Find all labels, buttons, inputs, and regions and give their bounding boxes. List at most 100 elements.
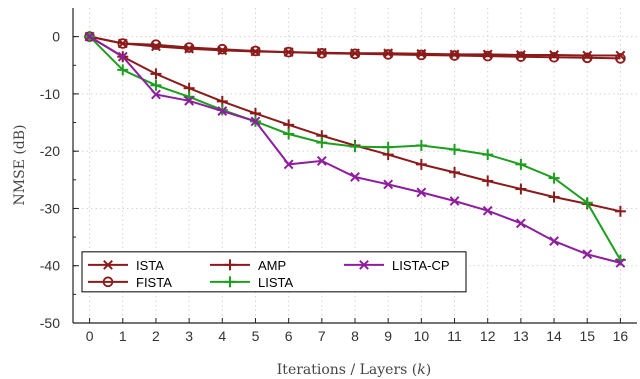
data-point-amp (415, 158, 427, 170)
x-tick-label: 0 (86, 328, 94, 344)
data-point-fista (581, 52, 593, 64)
marker-stroke (515, 218, 526, 229)
series-lista-cp (84, 31, 626, 268)
data-point-lista-cp (416, 187, 427, 198)
marker-stroke (151, 89, 161, 100)
y-tick-label: 0 (52, 29, 60, 45)
x-tick-label: 12 (480, 328, 496, 344)
legend-marker (224, 276, 236, 288)
series-lines (84, 31, 626, 268)
data-point-lista (449, 143, 461, 155)
legend-label: FISTA (136, 275, 172, 290)
data-point-lista-cp (482, 205, 493, 216)
data-point-fista (316, 47, 328, 59)
data-point-lista-cp (449, 196, 460, 206)
data-point-ista (515, 50, 526, 60)
legend-item-lista: LISTA (210, 275, 293, 290)
data-point-lista-cp (350, 172, 360, 182)
x-tick-label: 1 (119, 328, 127, 344)
legend-marker (359, 259, 369, 270)
legend-label: ISTA (136, 258, 164, 273)
marker-stroke (383, 179, 394, 190)
data-point-lista-cp (515, 218, 526, 229)
marker-stroke (359, 259, 369, 270)
data-point-lista-cp (383, 179, 394, 190)
tick-labels: 0 1 2 3 4 5 6 7 8 9 10 11 12 13 14 15 160-10-20-30-40-50 (40, 29, 629, 344)
data-point-amp (515, 183, 527, 195)
legend-box (81, 251, 467, 293)
x-tick-label: 14 (546, 328, 562, 344)
data-point-lista-cp (316, 156, 327, 166)
data-point-lista-cp (582, 249, 593, 260)
data-point-ista (151, 41, 161, 52)
series-line-fista (89, 35, 621, 60)
x-tick-label: 11 (447, 328, 462, 344)
data-point-fista (150, 39, 162, 50)
y-tick-label: -30 (40, 200, 60, 216)
data-point-lista (515, 158, 527, 170)
x-tick-label: 2 (152, 328, 160, 344)
data-point-fista (117, 38, 129, 49)
marker-stroke (184, 95, 195, 106)
data-point-lista-cp (250, 116, 261, 127)
data-point-fista (449, 50, 460, 61)
legend-item-amp: AMP (210, 258, 286, 273)
data-point-fista (283, 46, 294, 58)
marker-stroke (103, 259, 113, 270)
marker-stroke (84, 31, 95, 42)
x-tick-label: 8 (351, 328, 359, 344)
x-tick-label: 9 (384, 328, 392, 344)
x-tick-label: 16 (613, 328, 629, 344)
data-point-lista-cp (217, 106, 228, 116)
marker-stroke (416, 187, 427, 198)
axes (72, 8, 637, 324)
data-point-fista (183, 42, 195, 53)
y-tick-label: -50 (40, 315, 60, 331)
legend-label: AMP (258, 258, 286, 273)
legend-marker (224, 259, 236, 271)
marker-stroke (350, 172, 360, 182)
series-lista (84, 31, 626, 266)
legend-item-lista-cp: LISTA-CP (344, 258, 450, 273)
y-tick-label: -10 (40, 86, 60, 102)
data-point-fista (515, 51, 527, 62)
legend-marker (102, 276, 114, 288)
data-point-lista (482, 149, 494, 161)
data-point-fista (416, 49, 427, 61)
x-tick-label: 6 (285, 328, 293, 344)
data-point-fista (250, 45, 261, 57)
marker-stroke (582, 249, 593, 260)
x-axis-label: Iterations / Layers (k) (277, 362, 431, 378)
x-tick-label: 5 (252, 328, 260, 344)
legend-label: LISTA-CP (392, 258, 450, 273)
data-point-ista (482, 49, 493, 60)
marker-stroke (151, 41, 161, 52)
data-point-lista (117, 64, 129, 76)
y-tick-label: -40 (40, 258, 60, 274)
marker-stroke (217, 106, 228, 116)
marker-stroke (615, 257, 626, 268)
data-point-lista-cp (117, 51, 128, 62)
data-point-lista-cp (84, 31, 95, 42)
marker-stroke (283, 159, 294, 170)
data-point-fista (615, 53, 626, 64)
marker-stroke (117, 51, 128, 62)
data-point-lista (548, 172, 560, 184)
x-tick-label: 7 (318, 328, 326, 344)
data-point-lista-cp (283, 159, 294, 170)
data-point-lista (283, 128, 295, 140)
data-point-lista (581, 197, 593, 209)
data-point-amp (449, 166, 461, 178)
legend-marker (103, 259, 113, 270)
data-point-lista (382, 141, 394, 153)
legend-item-ista: ISTA (88, 258, 164, 273)
data-point-fista (382, 49, 394, 60)
data-point-lista (316, 137, 328, 149)
data-point-fista (482, 50, 494, 62)
data-point-lista (415, 139, 427, 151)
marker-stroke (316, 156, 327, 166)
data-point-lista-cp (184, 95, 195, 106)
x-tick-label: 3 (185, 328, 193, 344)
legend-label: LISTA (258, 275, 293, 290)
